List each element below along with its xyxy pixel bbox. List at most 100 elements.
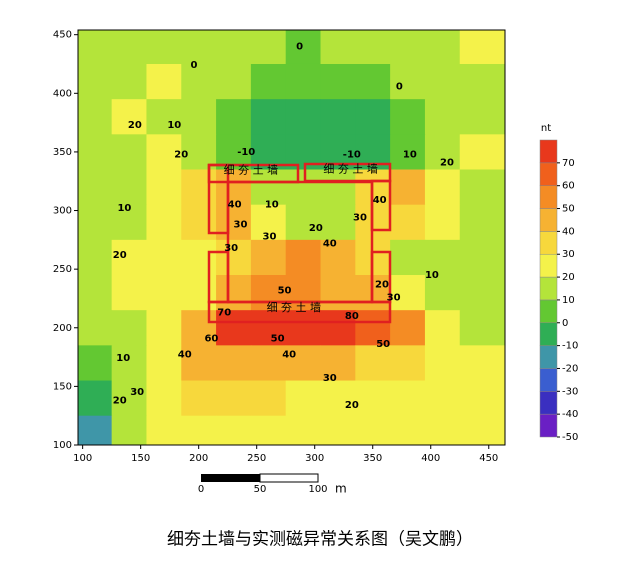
cell bbox=[320, 310, 356, 346]
cell bbox=[250, 63, 287, 100]
contour-label: 40 bbox=[228, 200, 242, 211]
contour-label: 30 bbox=[224, 243, 238, 254]
cell bbox=[78, 275, 113, 311]
cell bbox=[146, 310, 182, 346]
cell bbox=[355, 310, 391, 346]
colorbar-swatch bbox=[539, 413, 558, 438]
contour-label: 20 bbox=[345, 400, 359, 411]
contour-label: 30 bbox=[262, 231, 276, 242]
scale-label: 0 bbox=[198, 484, 204, 495]
cell bbox=[390, 380, 426, 417]
colorbar-swatch bbox=[539, 345, 558, 369]
cell bbox=[390, 63, 426, 100]
cell bbox=[285, 415, 322, 446]
cell bbox=[320, 345, 356, 382]
colorbar-label: -10 bbox=[562, 341, 578, 352]
colorbar-swatch bbox=[539, 208, 558, 232]
cell bbox=[216, 169, 252, 206]
cell bbox=[111, 310, 147, 346]
contour-label: 60 bbox=[204, 333, 218, 344]
cell bbox=[424, 275, 461, 311]
cell bbox=[78, 99, 113, 135]
cell bbox=[320, 204, 356, 241]
cell bbox=[424, 310, 461, 346]
cell bbox=[216, 415, 252, 446]
cell bbox=[111, 345, 147, 382]
cell bbox=[285, 99, 322, 135]
contour-label: -10 bbox=[343, 149, 361, 160]
contour-label: 40 bbox=[282, 350, 296, 361]
cell bbox=[216, 99, 252, 135]
colorbar-label: -30 bbox=[562, 386, 578, 397]
contour-label: 30 bbox=[130, 387, 144, 398]
x-tick-label: 400 bbox=[421, 453, 440, 464]
cell bbox=[459, 169, 506, 206]
cell bbox=[320, 415, 356, 446]
contour-label: 80 bbox=[345, 311, 359, 322]
cell bbox=[459, 415, 506, 446]
cell bbox=[78, 310, 113, 346]
cell bbox=[459, 380, 506, 417]
cell bbox=[181, 30, 217, 65]
colorbar-swatch bbox=[539, 185, 558, 209]
cell bbox=[250, 30, 287, 65]
contour-label: 30 bbox=[233, 220, 247, 231]
cell bbox=[355, 99, 391, 135]
contour-label: 50 bbox=[278, 285, 292, 296]
contour-label: 10 bbox=[403, 149, 417, 160]
y-tick-label: 300 bbox=[53, 206, 72, 217]
cell bbox=[459, 204, 506, 241]
contour-label: 10 bbox=[117, 203, 131, 214]
colorbar-swatch bbox=[539, 162, 558, 186]
cell bbox=[111, 169, 147, 206]
contour-label: 20 bbox=[375, 279, 389, 290]
x-tick-label: 200 bbox=[189, 453, 208, 464]
cell bbox=[285, 239, 322, 276]
cell bbox=[285, 204, 322, 241]
scale-unit: m bbox=[335, 482, 347, 496]
cell bbox=[181, 275, 217, 311]
scale-bar bbox=[201, 474, 260, 482]
cell bbox=[390, 134, 426, 171]
cell bbox=[320, 63, 356, 100]
contour-label: 30 bbox=[387, 292, 401, 303]
cell bbox=[424, 63, 461, 100]
contour-label: 20 bbox=[128, 120, 142, 131]
cell bbox=[146, 239, 182, 276]
cell bbox=[111, 239, 147, 276]
cell bbox=[390, 169, 426, 206]
cell bbox=[459, 345, 506, 382]
colorbar-swatch bbox=[539, 368, 558, 392]
colorbar-label: -50 bbox=[562, 432, 578, 443]
cell bbox=[250, 204, 287, 241]
cell bbox=[285, 310, 322, 346]
colorbar-title: nt bbox=[541, 123, 551, 134]
cell bbox=[146, 415, 182, 446]
cell bbox=[424, 134, 461, 171]
wall-label: 细 夯 土 墙 bbox=[323, 162, 378, 176]
cell bbox=[424, 380, 461, 417]
cell bbox=[390, 239, 426, 276]
y-tick-label: 400 bbox=[53, 88, 72, 99]
cell bbox=[320, 99, 356, 135]
cell bbox=[216, 239, 252, 276]
cell bbox=[216, 63, 252, 100]
cell bbox=[390, 310, 426, 346]
cell bbox=[459, 30, 506, 65]
cell bbox=[181, 380, 217, 417]
contour-label: 20 bbox=[113, 250, 127, 261]
cell bbox=[285, 380, 322, 417]
scale-label: 100 bbox=[308, 484, 327, 495]
cell bbox=[146, 169, 182, 206]
cell bbox=[285, 30, 322, 65]
cell bbox=[78, 169, 113, 206]
colorbar-swatch bbox=[539, 322, 558, 346]
contour-label: 10 bbox=[167, 120, 181, 131]
cell bbox=[459, 239, 506, 276]
y-tick-label: 350 bbox=[53, 147, 72, 158]
cell bbox=[78, 30, 113, 65]
cell bbox=[146, 134, 182, 171]
cell bbox=[390, 415, 426, 446]
contour-label: 30 bbox=[323, 373, 337, 384]
